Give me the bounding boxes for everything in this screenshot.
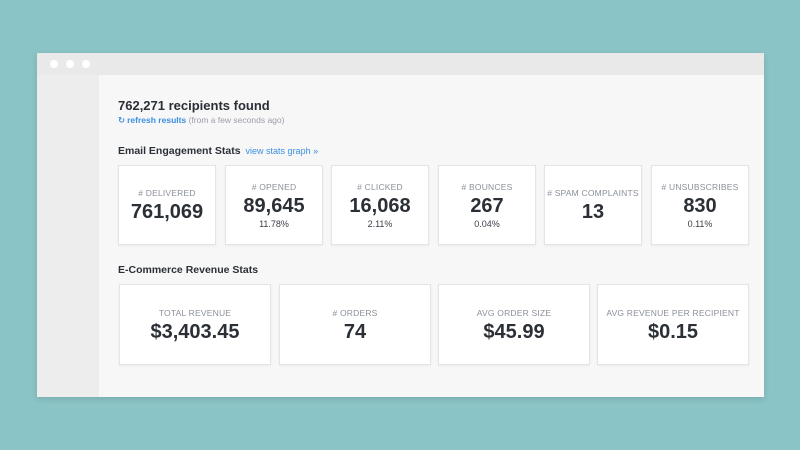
stat-label: # DELIVERED	[138, 188, 196, 198]
window-titlebar	[37, 53, 764, 75]
revenue-card-avg-revenue-per-recipient: AVG REVENUE PER RECIPIENT $0.15	[597, 284, 749, 365]
stat-value: 74	[343, 321, 367, 343]
browser-window: 762,271 recipients found ↻ refresh result…	[37, 53, 764, 397]
stat-value: 761,069	[130, 201, 204, 223]
main-content: 762,271 recipients found ↻ refresh result…	[99, 75, 764, 397]
revenue-section-title: E-Commerce Revenue Stats	[118, 264, 259, 276]
stat-label: TOTAL REVENUE	[158, 308, 232, 318]
stat-label: # ORDERS	[332, 308, 378, 318]
engagement-title: Email Engagement Stats	[118, 145, 241, 157]
stat-percent: 0.04%	[474, 219, 500, 229]
stat-label: AVG ORDER SIZE	[476, 308, 552, 318]
refresh-icon[interactable]: ↻	[118, 115, 126, 125]
stat-card-delivered: # DELIVERED 761,069	[118, 165, 216, 245]
refresh-note: (from a few seconds ago)	[188, 115, 285, 125]
stat-value: 830	[683, 195, 717, 217]
recipients-count: 762,271 recipients found	[118, 98, 270, 113]
stat-label: AVG REVENUE PER RECIPIENT	[606, 308, 740, 318]
stat-label: # BOUNCES	[461, 182, 513, 192]
sidebar	[37, 75, 99, 397]
window-control-dot[interactable]	[50, 60, 58, 68]
stat-value: $45.99	[483, 321, 545, 343]
stat-value: 89,645	[243, 195, 305, 217]
stat-card-spam-complaints: # SPAM COMPLAINTS 13	[544, 165, 642, 245]
stat-label: # CLICKED	[357, 182, 403, 192]
engagement-section-title: Email Engagement Stats view stats graph »	[118, 145, 318, 157]
stat-card-bounces: # BOUNCES 267 0.04%	[438, 165, 536, 245]
stat-card-clicked: # CLICKED 16,068 2.11%	[331, 165, 429, 245]
revenue-card-total: TOTAL REVENUE $3,403.45	[119, 284, 271, 365]
window-control-dot[interactable]	[66, 60, 74, 68]
stat-percent: 0.11%	[687, 219, 713, 229]
revenue-card-avg-order-size: AVG ORDER SIZE $45.99	[438, 284, 590, 365]
refresh-results-link[interactable]: refresh results	[127, 115, 187, 125]
revenue-card-orders: # ORDERS 74	[279, 284, 431, 365]
stat-label: # SPAM COMPLAINTS	[547, 188, 639, 198]
stat-percent: 11.78%	[259, 219, 289, 229]
view-stats-graph-link[interactable]: view stats graph »	[245, 146, 319, 156]
stat-card-opened: # OPENED 89,645 11.78%	[225, 165, 323, 245]
refresh-row: ↻ refresh results (from a few seconds ago…	[118, 115, 284, 126]
window-control-dot[interactable]	[82, 60, 90, 68]
stat-value: 267	[470, 195, 504, 217]
stat-label: # OPENED	[251, 182, 297, 192]
stat-label: # UNSUBSCRIBES	[661, 182, 739, 192]
stat-value: 16,068	[349, 195, 411, 217]
stat-percent: 2.11%	[367, 219, 393, 229]
stat-value: $0.15	[647, 321, 699, 343]
stat-value: $3,403.45	[150, 321, 240, 343]
stat-value: 13	[581, 201, 605, 223]
stat-card-unsubscribes: # UNSUBSCRIBES 830 0.11%	[651, 165, 749, 245]
